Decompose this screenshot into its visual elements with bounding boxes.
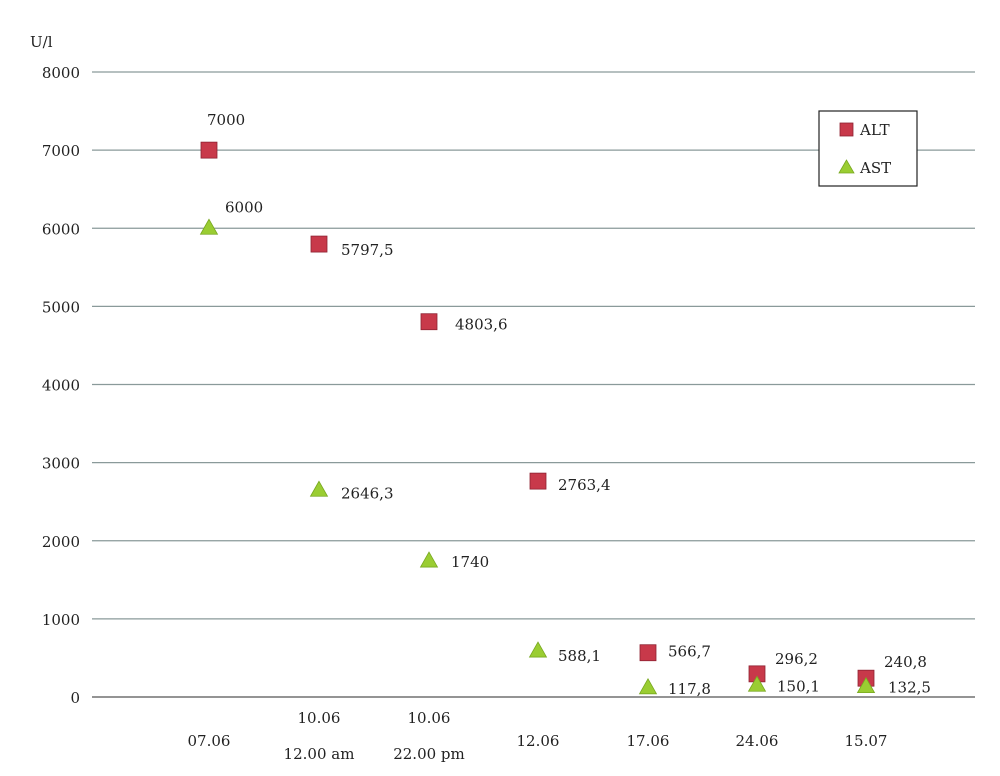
- ast-data-label: 2646,3: [341, 484, 394, 502]
- ast-data-label: 1740: [451, 553, 489, 571]
- y-tick-label: 0: [70, 689, 80, 707]
- data-points: 7000 5797,5 4803,6 2763,4 566,7 296,2 240,8 600…: [199, 111, 931, 698]
- y-tick-label: 4000: [42, 377, 80, 395]
- alt-data-label: 5797,5: [341, 241, 394, 259]
- alt-data-label: 566,7: [668, 643, 711, 661]
- y-tick-label: 8000: [42, 64, 80, 82]
- x-tick-label: 07.06: [188, 732, 231, 750]
- alt-point: [529, 472, 547, 490]
- legend-label-ast: AST: [859, 159, 891, 177]
- ast-data-label: 117,8: [668, 680, 711, 698]
- alt-point: [200, 141, 218, 159]
- x-tick-label: 15.07: [845, 732, 888, 750]
- y-tick-label: 2000: [42, 533, 80, 551]
- gridlines: [92, 71, 975, 698]
- legend-marker-ast: [838, 159, 855, 174]
- x-tick-label: 24.06: [736, 732, 779, 750]
- legend-label-alt: ALT: [859, 121, 890, 139]
- y-tick-label: 3000: [42, 455, 80, 473]
- ast-point: [638, 677, 658, 695]
- alt-data-label: 2763,4: [558, 476, 611, 494]
- legend-box: [818, 110, 918, 187]
- legend-marker-alt: [839, 122, 854, 137]
- ast-data-label: 588,1: [558, 647, 601, 665]
- ast-data-label: 132,5: [888, 679, 931, 697]
- ast-data-label: 150,1: [777, 677, 820, 695]
- alt-point: [639, 644, 657, 662]
- y-tick-label: 7000: [42, 142, 80, 160]
- y-tick-label: 1000: [42, 611, 80, 629]
- ast-point: [419, 551, 439, 568]
- y-tick-label: 6000: [42, 220, 80, 238]
- ast-point: [199, 218, 219, 235]
- x-tick-label: 22.00 pm: [393, 745, 465, 763]
- x-tick-label: 12.06: [517, 732, 560, 750]
- legend: ALT AST: [818, 110, 918, 187]
- alt-data-label: 296,2: [775, 650, 818, 668]
- alt-data-label: 7000: [207, 111, 245, 129]
- ast-point: [856, 676, 876, 694]
- ast-data-label: 6000: [225, 198, 263, 216]
- y-axis-label: U/l: [30, 33, 53, 51]
- x-tick-label: 12.00 am: [284, 745, 355, 763]
- x-axis-ticks: 07.06 10.06 12.00 am 10.06 22.00 pm 12.06 17.0…: [188, 709, 888, 763]
- alt-data-label: 240,8: [884, 653, 927, 671]
- y-tick-label: 5000: [42, 298, 80, 316]
- x-tick-label: 17.06: [627, 732, 670, 750]
- alt-data-label: 4803,6: [455, 316, 508, 334]
- alt-point: [310, 235, 328, 253]
- x-tick-label: 10.06: [298, 709, 341, 727]
- ast-point: [309, 480, 329, 497]
- ast-point: [747, 675, 767, 692]
- alt-point: [420, 313, 438, 331]
- ast-point: [528, 641, 548, 658]
- x-tick-label: 10.06: [408, 709, 451, 727]
- y-axis-ticks: 0 1000 2000 3000 4000 5000 6000 7000 8000: [42, 64, 80, 707]
